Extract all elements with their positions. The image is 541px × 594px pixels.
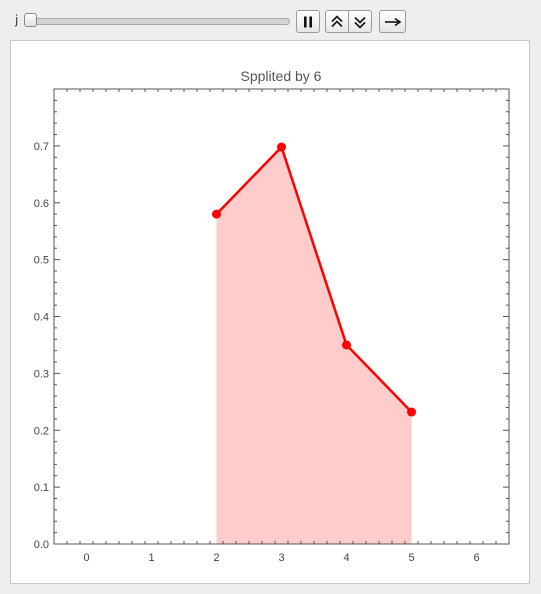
y-tick-label: 0.4	[34, 312, 49, 324]
x-tick-label: 6	[473, 552, 479, 564]
area-chart: Spplited by 6 0 1 2 3 4 5 6 0.0 0.1 0.2 0.3 0.4 0.5 0…	[34, 68, 510, 564]
y-tick-label: 0.7	[34, 141, 49, 153]
x-tick-label: 5	[408, 552, 414, 564]
slider-variable-label: j	[15, 13, 19, 27]
y-tick-label: 0.1	[34, 482, 49, 494]
y-tick-label: 0.2	[34, 425, 49, 437]
pause-button[interactable]	[296, 10, 320, 33]
plot-panel: Spplited by 6 0 1 2 3 4 5 6 0.0 0.1 0.2 0.3 0.4 0.5 0…	[10, 40, 530, 584]
slider-track[interactable]	[26, 18, 290, 25]
x-tick-label: 3	[278, 552, 284, 564]
data-point	[277, 142, 286, 152]
data-point	[212, 209, 221, 219]
faster-button[interactable]	[325, 10, 349, 33]
x-tick-label: 4	[343, 552, 349, 564]
direction-button[interactable]	[379, 10, 406, 33]
area-fill	[216, 147, 412, 544]
x-tick-label: 2	[213, 552, 219, 564]
y-tick-label: 0.0	[34, 539, 49, 551]
pause-icon	[304, 16, 312, 27]
x-tick-label: 1	[148, 552, 154, 564]
data-point	[407, 407, 416, 417]
y-tick-label: 0.3	[34, 368, 49, 380]
double-chevron-down-icon	[354, 16, 366, 29]
series-line	[215, 145, 413, 413]
x-tick-label: 0	[83, 552, 89, 564]
y-tick-label: 0.5	[34, 255, 49, 267]
arrow-right-icon	[384, 17, 401, 26]
slower-button[interactable]	[348, 10, 372, 33]
chart-title: Spplited by 6	[241, 68, 322, 84]
double-chevron-up-icon	[331, 14, 343, 27]
y-tick-label: 0.6	[34, 198, 49, 210]
slider-thumb[interactable]	[24, 13, 37, 27]
animation-controls: j	[0, 0, 541, 40]
data-point	[342, 340, 351, 350]
